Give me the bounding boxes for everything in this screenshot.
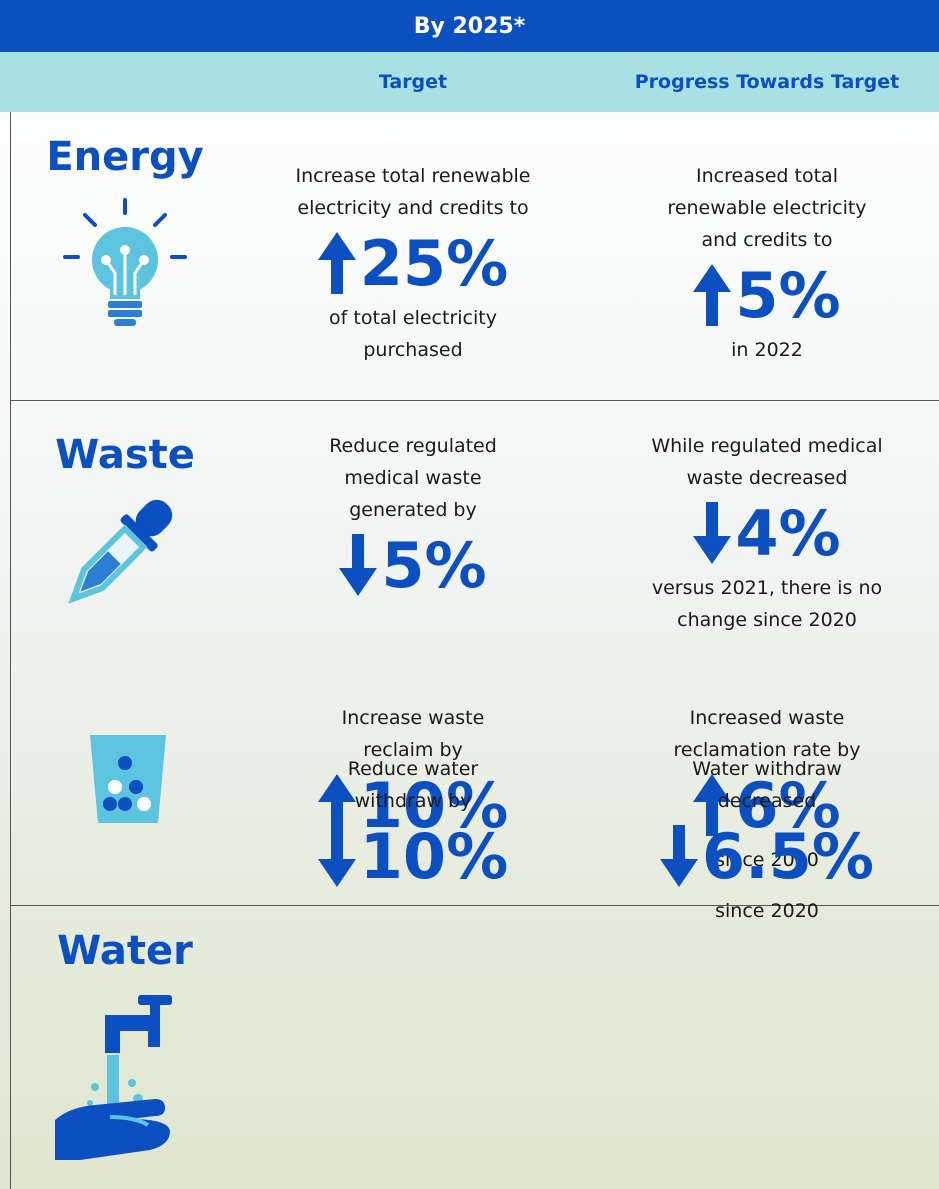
text-line: Water withdraw — [692, 758, 842, 780]
metric-value: 4% — [735, 496, 841, 570]
text-line: of total electricity — [329, 307, 497, 329]
cup-icon — [90, 735, 166, 823]
text-line: purchased — [363, 339, 463, 361]
column-header: Progress Towards Target — [634, 71, 900, 93]
section-label: Waste — [55, 432, 195, 478]
metric-value: 6% — [735, 768, 841, 842]
text-line: waste decreased — [686, 467, 848, 489]
text-line: since 2020 — [715, 849, 819, 871]
arrow-up — [317, 774, 356, 836]
cell-target: Increase waste reclaim by 10% — [253, 702, 573, 844]
text-line: reclaim by — [363, 739, 463, 761]
text-line: While regulated medical — [651, 435, 883, 457]
text-line: Increased waste — [689, 707, 845, 729]
dropper-icon — [68, 499, 173, 604]
faucet-hand-icon — [55, 995, 172, 1160]
column-header: Target — [378, 71, 448, 93]
arrow-down — [693, 502, 732, 564]
metric: 5% — [339, 526, 487, 604]
metric: 10% — [317, 766, 509, 844]
cell-progress: Increased total renewable electricity and … — [607, 160, 927, 366]
separator — [10, 400, 939, 401]
metric: 4% — [693, 494, 841, 572]
cell-target: Reduce regulated medical waste generated b… — [253, 430, 573, 604]
text-line: versus 2021, there is no — [651, 577, 883, 599]
section-label: Energy — [46, 134, 204, 180]
text-line: withdraw by — [354, 790, 472, 812]
bulb-icon — [63, 198, 187, 326]
text-line: medical waste — [344, 467, 482, 489]
metric-value: 10% — [359, 768, 509, 842]
metric-value: 25% — [359, 226, 509, 300]
arrow-down — [317, 825, 356, 887]
arrow-down — [339, 534, 378, 596]
text-line: Increased total — [696, 165, 838, 187]
text-line: generated by — [349, 499, 477, 521]
metric-value: 10% — [359, 819, 509, 893]
text-line: Increase waste — [341, 707, 485, 729]
metric: 5% — [693, 256, 841, 334]
text-line: change since 2020 — [677, 609, 857, 631]
metric: 6.5% — [660, 817, 874, 895]
metric: 10% — [317, 817, 509, 895]
metric: 6% — [693, 766, 841, 844]
text-line: Reduce water — [347, 758, 479, 780]
text-line: reclamation rate by — [673, 739, 861, 761]
border-line — [10, 112, 11, 1189]
separator — [10, 905, 939, 906]
cell-progress: While regulated medical waste decreased 4%… — [607, 430, 927, 636]
header-title: By 2025* — [413, 13, 526, 39]
metric-value: 5% — [735, 258, 841, 332]
text-line: in 2022 — [731, 339, 803, 361]
cell-progress: Water withdraw decreased 6.5% since 2020 — [607, 753, 927, 927]
section-label: Water — [57, 928, 193, 974]
column-header-bar: Target Progress Towards Target — [0, 52, 939, 112]
text-line: Reduce regulated — [329, 435, 497, 457]
text-line: renewable electricity — [667, 197, 867, 219]
metric-value: 6.5% — [702, 819, 874, 893]
text-line: electricity and credits to — [297, 197, 529, 219]
metric-value: 5% — [381, 528, 487, 602]
text-line: since 2020 — [715, 900, 819, 922]
text-line: decreased — [717, 790, 817, 812]
header-bar: By 2025* — [0, 0, 939, 52]
arrow-up — [317, 232, 356, 294]
text-line: and credits to — [701, 229, 833, 251]
cell-target: Increase total renewable electricity and … — [253, 160, 573, 366]
cell-target: Reduce water withdraw by 10% — [253, 753, 573, 895]
metric: 25% — [317, 224, 509, 302]
arrow-up — [693, 264, 732, 326]
cell-progress: Increased waste reclamation rate by 6% sinc… — [607, 702, 927, 876]
arrow-down — [660, 825, 699, 887]
arrow-up — [693, 774, 732, 836]
text-line: Increase total renewable — [295, 165, 531, 187]
